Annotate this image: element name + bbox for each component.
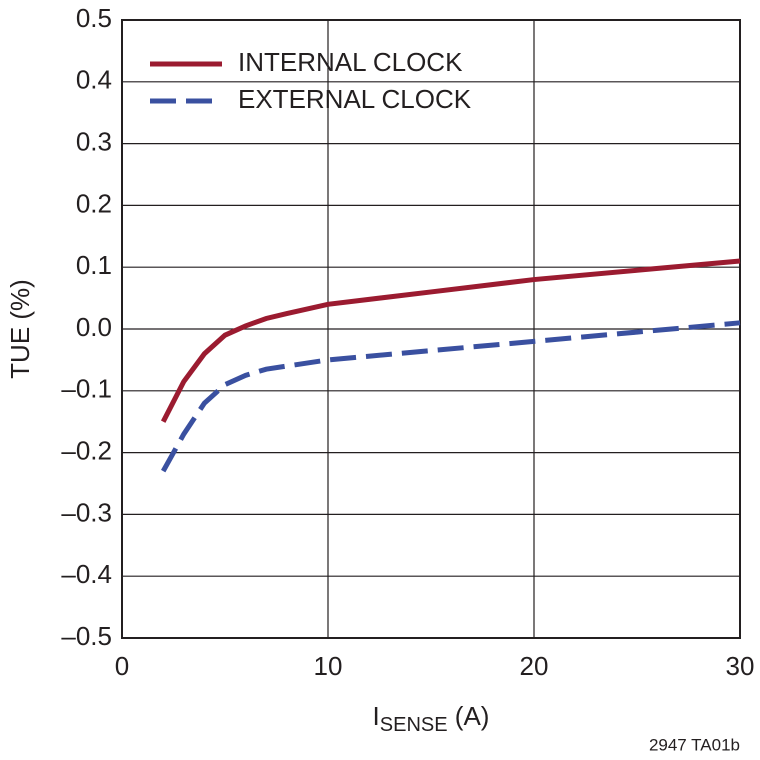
y-tick-label: 0.2 [76, 188, 112, 218]
y-tick-label: 0.3 [76, 126, 112, 156]
y-axis-label: TUE (%) [5, 279, 35, 379]
y-tick-label: 0.0 [76, 312, 112, 342]
y-tick-label: 0.1 [76, 250, 112, 280]
x-axis-label: ISENSE (A) [373, 701, 490, 736]
y-tick-label: –0.3 [61, 497, 112, 527]
x-tick-label: 20 [520, 651, 549, 681]
x-axis-label-sub: SENSE [380, 714, 448, 736]
footnote: 2947 TA01b [649, 735, 740, 754]
y-tick-label: –0.5 [61, 621, 112, 651]
x-tick-label: 10 [314, 651, 343, 681]
series-line [160, 258, 741, 423]
y-tick-label: –0.4 [61, 559, 112, 589]
y-tick-label: –0.1 [61, 374, 112, 404]
x-axis-label-main: I [373, 701, 380, 731]
x-axis-label-suffix: (A) [448, 701, 490, 731]
x-tick-label: 30 [726, 651, 755, 681]
y-tick-label: 0.4 [76, 65, 112, 95]
x-tick-label: 0 [115, 651, 129, 681]
legend-label: EXTERNAL CLOCK [238, 84, 472, 114]
y-tick-label: –0.2 [61, 435, 112, 465]
legend-label: INTERNAL CLOCK [238, 47, 463, 77]
series-line [161, 320, 741, 473]
plot-frame [121, 19, 741, 639]
y-tick-label: 0.5 [76, 3, 112, 33]
